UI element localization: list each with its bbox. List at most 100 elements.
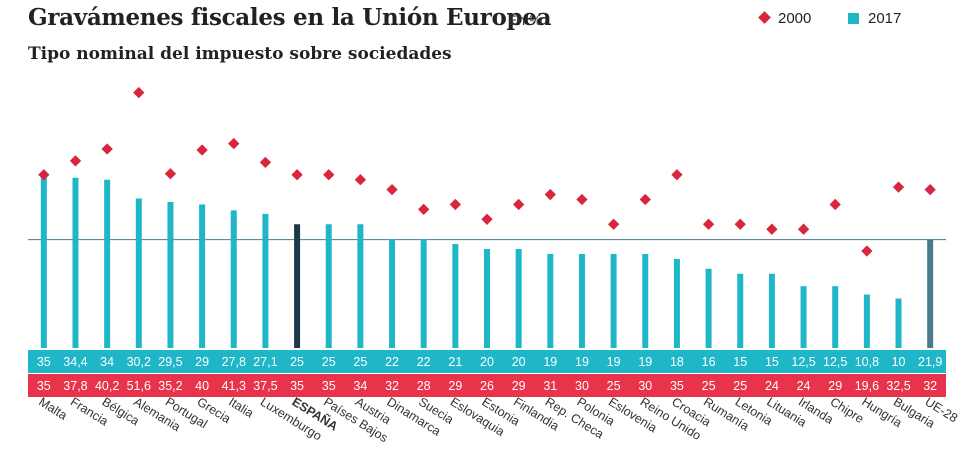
value-label-2000: 51,6 bbox=[127, 379, 151, 393]
value-label-2017: 25 bbox=[322, 355, 336, 369]
marker-2000 bbox=[544, 188, 556, 201]
legend-item-2000: 2000 bbox=[758, 10, 812, 27]
marker-2000 bbox=[576, 193, 588, 206]
value-label-2017: 29,5 bbox=[158, 355, 182, 369]
value-label-2000: 26 bbox=[480, 379, 494, 393]
bar-2017 bbox=[325, 224, 332, 348]
value-label-2017: 19 bbox=[638, 355, 652, 369]
value-label-2017: 25 bbox=[353, 355, 367, 369]
marker-2000 bbox=[797, 223, 810, 235]
value-label-2000: 32 bbox=[385, 379, 399, 393]
marker-2000 bbox=[164, 168, 177, 180]
bar-2017 bbox=[610, 253, 617, 348]
value-label-2000: 25 bbox=[733, 379, 747, 393]
bar-2017 bbox=[199, 204, 206, 348]
legend-item-2017: 2017 bbox=[848, 10, 901, 27]
value-label-2000: 31 bbox=[543, 379, 557, 393]
marker-2000 bbox=[924, 183, 936, 196]
value-label-2017: 35 bbox=[37, 355, 51, 369]
value-label-2017: 20 bbox=[480, 355, 494, 369]
marker-2000 bbox=[449, 198, 462, 211]
bar-2017 bbox=[420, 239, 427, 348]
marker-2000 bbox=[323, 169, 335, 181]
value-label-2017: 12,5 bbox=[791, 355, 815, 369]
value-label-2017: 30,2 bbox=[127, 355, 151, 369]
bar-2017 bbox=[927, 239, 934, 348]
value-band-2000 bbox=[28, 374, 946, 397]
marker-2000 bbox=[734, 218, 746, 230]
value-label-2000: 28 bbox=[417, 379, 431, 393]
marker-2000 bbox=[196, 144, 208, 156]
bar-2017 bbox=[800, 286, 807, 348]
value-label-2017: 27,8 bbox=[222, 355, 246, 369]
value-label-2000: 32 bbox=[923, 379, 937, 393]
unit-label: En % bbox=[508, 12, 542, 28]
value-label-2017: 18 bbox=[670, 355, 684, 369]
value-label-2017: 22 bbox=[417, 355, 431, 369]
value-label-2000: 37,5 bbox=[253, 379, 277, 393]
value-label-2000: 30 bbox=[638, 379, 652, 393]
marker-2000 bbox=[702, 218, 715, 230]
bar-2017 bbox=[547, 253, 554, 348]
bar-2017 bbox=[167, 201, 174, 348]
value-label-2000: 35 bbox=[322, 379, 336, 393]
value-label-2017: 27,1 bbox=[253, 355, 277, 369]
value-label-2000: 24 bbox=[797, 379, 811, 393]
marker-2000 bbox=[354, 174, 367, 186]
marker-2000 bbox=[671, 169, 683, 181]
value-label-2017: 16 bbox=[702, 355, 716, 369]
category-label: Chipre bbox=[828, 395, 867, 426]
marker-2000 bbox=[228, 137, 240, 150]
bar-2017 bbox=[40, 174, 47, 348]
value-label-2000: 19,6 bbox=[855, 379, 879, 393]
value-label-2000: 40 bbox=[195, 379, 209, 393]
value-label-2000: 35,2 bbox=[158, 379, 182, 393]
marker-2000 bbox=[259, 156, 272, 169]
value-label-2017: 21,9 bbox=[918, 355, 942, 369]
marker-2000 bbox=[38, 169, 50, 181]
bar-2017 bbox=[515, 249, 522, 348]
value-label-2017: 29 bbox=[195, 355, 209, 369]
value-label-2017: 21 bbox=[448, 355, 462, 369]
marker-2000 bbox=[101, 143, 113, 155]
value-label-2017: 19 bbox=[607, 355, 621, 369]
bar-2017 bbox=[262, 213, 269, 348]
value-label-2000: 41,3 bbox=[222, 379, 246, 393]
marker-2000 bbox=[291, 169, 303, 181]
marker-2000 bbox=[766, 223, 778, 235]
value-label-2000: 35 bbox=[290, 379, 304, 393]
marker-2000 bbox=[512, 198, 525, 211]
value-label-2017: 19 bbox=[543, 355, 557, 369]
legend-label-2000: 2000 bbox=[778, 10, 812, 27]
bar-2017 bbox=[72, 177, 79, 348]
bar-2017 bbox=[578, 253, 585, 348]
value-label-2000: 29 bbox=[448, 379, 462, 393]
marker-2000 bbox=[481, 213, 493, 225]
value-label-2000: 29 bbox=[828, 379, 842, 393]
value-label-2017: 22 bbox=[385, 355, 399, 369]
value-label-2000: 24 bbox=[765, 379, 779, 393]
square-marker-icon bbox=[848, 13, 859, 24]
marker-2000 bbox=[386, 183, 398, 196]
chart-title: Gravámenes fiscales en la Unión Europea bbox=[28, 4, 552, 31]
bar-2017 bbox=[768, 273, 775, 348]
value-label-2017: 19 bbox=[575, 355, 589, 369]
value-label-2000: 25 bbox=[607, 379, 621, 393]
category-label: Malta bbox=[36, 395, 69, 423]
marker-2000 bbox=[69, 155, 82, 167]
bar-2017 bbox=[705, 268, 712, 348]
bar-2017 bbox=[294, 224, 301, 348]
chart-subtitle: Tipo nominal del impuesto sobre sociedad… bbox=[28, 44, 452, 64]
bar-2017 bbox=[452, 244, 459, 348]
marker-2000 bbox=[639, 193, 651, 206]
marker-2000 bbox=[133, 86, 145, 99]
bar-2017 bbox=[484, 249, 490, 348]
value-label-2017: 15 bbox=[733, 355, 747, 369]
bar-2017 bbox=[389, 239, 396, 348]
bar-2017 bbox=[135, 198, 142, 348]
bar-2017 bbox=[737, 273, 744, 348]
bar-2017 bbox=[230, 210, 237, 348]
value-label-2017: 10 bbox=[892, 355, 906, 369]
marker-2000 bbox=[861, 245, 873, 257]
